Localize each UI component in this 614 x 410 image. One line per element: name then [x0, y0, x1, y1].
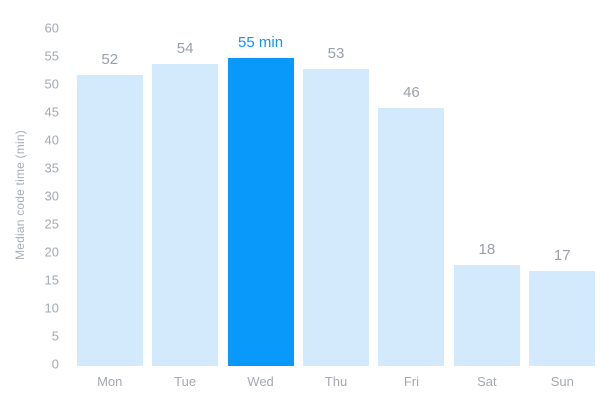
plot-area: 52 54 55 min 53 46 18 17 — [72, 0, 600, 366]
x-axis-label-sun: Sun — [550, 374, 574, 389]
bar-column-sat: 18 — [449, 0, 524, 366]
y-axis-tick-55: 55 — [44, 48, 59, 64]
y-axis-tick-60: 60 — [44, 20, 59, 36]
y-axis-tick-0: 0 — [51, 356, 59, 372]
x-axis-label-wed: Wed — [247, 374, 274, 389]
bar-wed[interactable] — [227, 58, 294, 366]
y-axis: 0 5 10 15 20 25 30 35 40 45 50 55 60 — [0, 0, 59, 410]
y-axis-tick-10: 10 — [44, 300, 59, 316]
y-axis-tick-20: 20 — [44, 244, 59, 260]
x-axis-label-tue: Tue — [174, 374, 197, 389]
bar-column-fri: 46 — [374, 0, 449, 366]
x-axis: Mon Tue Wed Thu Fri Sat Sun — [72, 374, 600, 392]
bar-sat[interactable] — [453, 265, 520, 366]
bar-fri[interactable] — [378, 108, 445, 366]
x-axis-label-mon: Mon — [97, 374, 123, 389]
bar-value-label-sun: 17 — [553, 246, 571, 264]
bar-thu[interactable] — [302, 69, 369, 366]
x-axis-label-sat: Sat — [477, 374, 497, 389]
y-axis-tick-15: 15 — [44, 272, 59, 288]
y-axis-tick-25: 25 — [44, 216, 59, 232]
bar-sun[interactable] — [529, 270, 596, 366]
bar-column-wed: 55 min — [223, 0, 298, 366]
bar-value-label-mon: 52 — [101, 50, 119, 68]
bar-value-label-sat: 18 — [478, 241, 496, 259]
bar-column-tue: 54 — [147, 0, 222, 366]
y-axis-tick-50: 50 — [44, 76, 59, 92]
x-axis-label-fri: Fri — [403, 374, 419, 389]
x-axis-label-thu: Thu — [324, 374, 348, 389]
bar-column-thu: 53 — [298, 0, 373, 366]
bar-value-label-thu: 53 — [327, 45, 345, 63]
y-axis-tick-35: 35 — [44, 160, 59, 176]
bar-mon[interactable] — [76, 74, 143, 366]
bar-value-label-fri: 46 — [403, 84, 420, 102]
bar-column-mon: 52 — [72, 0, 147, 366]
bar-value-label-tue: 54 — [176, 39, 194, 57]
bar-tue[interactable] — [152, 63, 219, 366]
bar-column-sun: 17 — [525, 0, 600, 366]
y-axis-tick-45: 45 — [44, 104, 59, 120]
y-axis-tick-30: 30 — [44, 188, 59, 204]
y-axis-tick-5: 5 — [51, 328, 59, 344]
bar-value-label-wed: 55 min — [238, 34, 284, 51]
y-axis-tick-40: 40 — [44, 132, 59, 148]
